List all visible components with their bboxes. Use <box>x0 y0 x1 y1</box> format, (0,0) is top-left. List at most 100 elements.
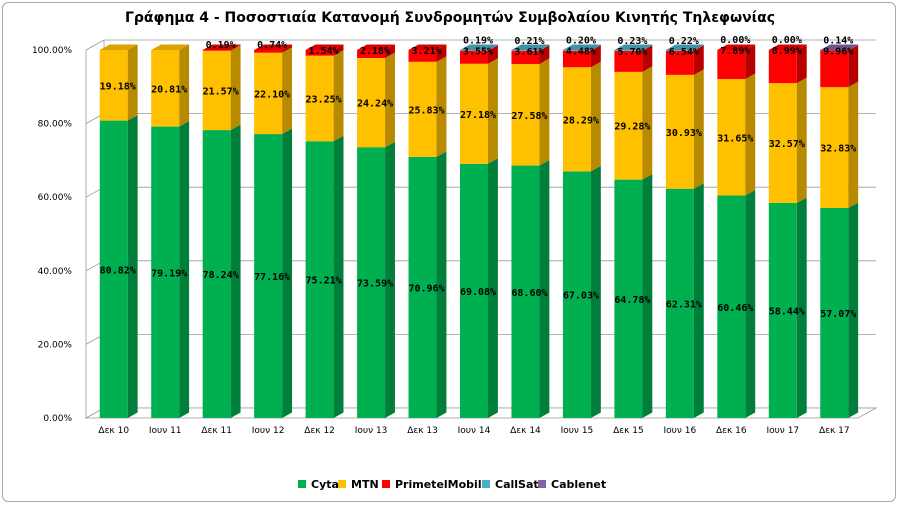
bar-side-primetelmobile <box>796 44 807 84</box>
bar-top-callsat <box>562 44 601 50</box>
data-label-callsat: 0.22% <box>669 36 699 47</box>
bar-callsat <box>460 50 488 51</box>
bar-primetelmobile <box>305 50 334 56</box>
data-label-primetelmobile: 0.19% <box>206 40 236 51</box>
x-tick-label: Ιουν 15 <box>561 426 594 436</box>
bar-top-mtn <box>99 44 138 50</box>
data-label-mtn: 32.83% <box>820 144 856 155</box>
x-tick-label: Δεκ 12 <box>304 426 335 436</box>
bar-mtn <box>151 50 180 127</box>
legend-swatch <box>382 480 390 488</box>
bar-primetelmobile <box>460 50 488 64</box>
bar-side-cyta <box>642 174 653 418</box>
bar-cyta <box>254 134 283 418</box>
bar-top-primetelmobile <box>768 44 807 50</box>
gridline-side <box>85 39 105 51</box>
data-label-cyta: 67.03% <box>563 291 599 302</box>
x-tick-label: Δεκ 11 <box>201 426 232 436</box>
data-label-primetelmobile: 3.55% <box>463 47 493 58</box>
bar-side-mtn <box>590 61 601 172</box>
bar-side-primetelmobile <box>333 44 344 56</box>
bar-side-mtn <box>796 77 807 203</box>
bar-cablenet <box>820 50 849 51</box>
data-label-cyta: 75.21% <box>306 276 342 287</box>
data-label-cyta: 62.31% <box>666 299 702 310</box>
bars <box>99 44 859 419</box>
bar-side-mtn <box>230 45 241 131</box>
legend-label: Cyta <box>311 478 339 491</box>
bar-primetelmobile <box>562 50 591 68</box>
data-label-cyta: 80.82% <box>100 265 136 276</box>
bar-mtn <box>717 79 746 196</box>
bar-side-primetelmobile <box>745 44 756 80</box>
bar-primetelmobile <box>717 50 746 80</box>
bar-mtn <box>511 64 540 166</box>
x-tick-label: Δεκ 10 <box>98 426 129 436</box>
bar-side-mtn <box>539 58 550 166</box>
data-label-primetelmobile: 7.89% <box>720 46 750 57</box>
legend-swatch <box>298 480 306 488</box>
data-label-primetelmobile: 6.54% <box>669 47 699 58</box>
data-label-primetelmobile: 8.99% <box>772 46 802 57</box>
legend-label: PrimetelMobile <box>395 478 489 491</box>
data-label-primetelmobile: 2.18% <box>360 46 390 57</box>
bar-side-primetelmobile <box>230 44 241 51</box>
bar-cyta <box>665 188 694 418</box>
data-label-mtn: 27.58% <box>511 111 547 122</box>
data-label-mtn: 20.81% <box>151 84 187 95</box>
data-label-primetelmobile: 3.21% <box>411 46 441 57</box>
x-tick-label: Δεκ 13 <box>407 426 438 436</box>
x-tick-label: Ιουν 16 <box>664 426 697 436</box>
bar-cyta <box>151 126 180 418</box>
bar-side-cyta <box>179 121 190 418</box>
bar-side-mtn <box>385 52 395 148</box>
bar-side-mtn <box>179 44 190 127</box>
legend-swatch <box>482 480 490 488</box>
data-label-primetelmobile: 5.70% <box>617 47 647 58</box>
bar-side-cyta <box>848 202 859 418</box>
data-label-callsat: 0.19% <box>463 36 493 47</box>
bar-side-cyta <box>796 197 807 418</box>
bar-callsat <box>665 50 694 51</box>
data-label-cablenet: 0.14% <box>823 36 853 47</box>
legend-swatch <box>538 480 546 488</box>
bar-cyta <box>408 156 437 419</box>
bar-mtn <box>820 87 849 208</box>
bar-mtn <box>460 63 488 164</box>
data-label-cyta: 68.60% <box>511 288 547 299</box>
bar-side-cyta <box>693 183 704 418</box>
y-tick-label: 0.00% <box>43 414 72 424</box>
data-label-callsat: 0.00% <box>772 35 802 46</box>
bar-cyta <box>768 202 797 418</box>
bar-side-mtn <box>488 58 498 164</box>
legend-label: Cablenet <box>551 478 606 491</box>
bar-cyta <box>460 163 488 418</box>
data-label-cyta: 57.07% <box>820 309 856 320</box>
data-label-primetelmobile: 1.54% <box>309 46 339 57</box>
bar-callsat <box>562 50 591 51</box>
bar-cyta <box>511 165 540 418</box>
data-label-cyta: 60.46% <box>717 303 753 314</box>
bar-side-callsat <box>488 44 498 51</box>
bar-mtn <box>99 50 128 121</box>
data-label-callsat: 0.20% <box>566 36 596 47</box>
data-label-mtn: 21.57% <box>203 86 239 97</box>
legend-item-cyta: Cyta <box>298 478 339 491</box>
data-label-cyta: 73.59% <box>357 279 393 290</box>
x-tick-label: Ιουν 11 <box>149 426 182 436</box>
data-label-mtn: 30.93% <box>666 128 702 139</box>
bar-side-mtn <box>745 73 756 196</box>
bar-side-cyta <box>333 135 344 418</box>
x-tick-label: Δεκ 16 <box>716 426 747 436</box>
x-tick-label: Ιουν 17 <box>766 426 799 436</box>
data-label-primetelmobile: 4.48% <box>566 47 596 58</box>
bar-side-primetelmobile <box>539 45 550 65</box>
data-label-primetelmobile: 0.74% <box>257 40 287 51</box>
data-label-cyta: 69.08% <box>460 287 496 298</box>
bar-primetelmobile <box>357 49 386 58</box>
bar-side-mtn <box>693 69 704 189</box>
bar-side-primetelmobile <box>385 44 395 58</box>
bar-primetelmobile <box>254 50 283 53</box>
legend-label: MTN <box>351 478 379 491</box>
bar-side-mtn <box>282 47 293 135</box>
